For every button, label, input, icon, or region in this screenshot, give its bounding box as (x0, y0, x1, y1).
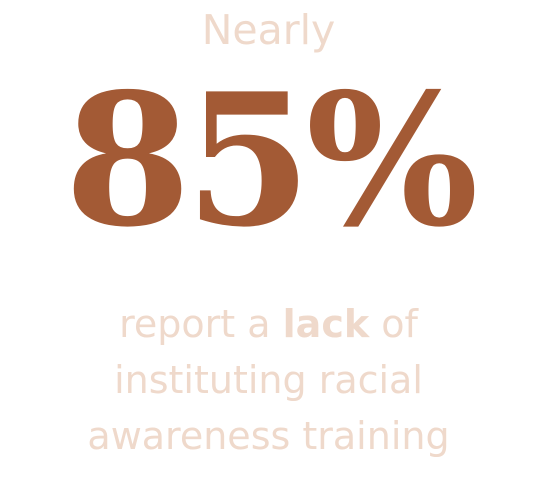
caption-line-1-before: report a (119, 302, 283, 346)
caption-line-3: awareness training (87, 414, 450, 458)
caption-line-1: report a lack of (0, 296, 537, 352)
caption-line-1-after: of (369, 302, 418, 346)
stat-caption: report a lack of instituting racial awar… (0, 296, 537, 464)
caption-line-2: instituting racial (114, 358, 423, 402)
caption-emphasis: lack (282, 302, 370, 346)
stat-lead-text: Nearly (201, 6, 336, 54)
stat-percentage: 85% (64, 53, 478, 267)
